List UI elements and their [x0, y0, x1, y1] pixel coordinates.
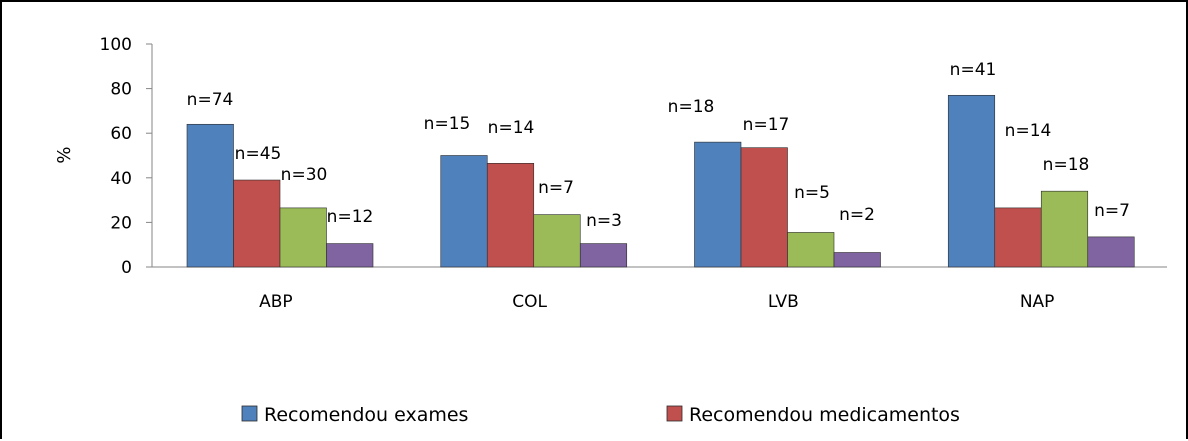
- data-label-col-series-3: n=7: [538, 178, 574, 198]
- legend-label-series-1: Recomendou exames: [264, 404, 468, 426]
- data-label-lvb-series-4: n=2: [839, 205, 875, 225]
- y-tick-label: 100: [100, 35, 132, 55]
- y-tick-label: 0: [121, 258, 132, 278]
- data-label-nap-series-4: n=7: [1094, 201, 1130, 221]
- data-label-abp-series-1: n=74: [187, 90, 234, 110]
- data-label-lvb-series-3: n=5: [794, 183, 830, 203]
- bar-abp-series-1: [186, 123, 234, 268]
- x-tick-label: COL: [512, 292, 547, 312]
- y-tick-label: 20: [110, 213, 132, 233]
- data-label-col-series-4: n=3: [586, 211, 622, 231]
- data-label-abp-series-3: n=30: [281, 165, 328, 185]
- bar-col-series-1: [440, 155, 488, 268]
- bar-lvb-series-1: [694, 141, 742, 268]
- bar-lvb-series-4: [833, 252, 881, 268]
- bar-col-series-3: [533, 214, 581, 268]
- y-tick-label: 40: [110, 169, 132, 189]
- bar-abp-series-3: [279, 207, 327, 268]
- bar-nap-series-3: [1040, 190, 1089, 268]
- bar-abp-series-2: [233, 179, 281, 268]
- y-tick-label: 80: [110, 80, 132, 100]
- bar-lvb-series-3: [787, 232, 835, 268]
- data-label-nap-series-2: n=14: [1005, 121, 1052, 141]
- bar-col-series-2: [486, 163, 535, 268]
- legend-swatch-series-1: [241, 405, 258, 422]
- legend-swatch-series-2: [666, 405, 683, 422]
- x-tick-label: ABP: [259, 292, 293, 312]
- bar-lvb-series-2: [740, 147, 788, 268]
- data-label-abp-series-4: n=12: [327, 207, 374, 227]
- x-tick-label: LVB: [768, 292, 799, 312]
- data-label-nap-series-3: n=18: [1043, 155, 1090, 175]
- data-label-abp-series-2: n=45: [235, 144, 282, 164]
- data-label-col-series-2: n=14: [488, 118, 535, 138]
- y-axis-title: %: [54, 146, 75, 163]
- bar-nap-series-1: [947, 94, 996, 268]
- y-tick-label: 60: [110, 124, 132, 144]
- data-label-nap-series-1: n=41: [950, 60, 997, 80]
- data-label-col-series-1: n=15: [424, 114, 471, 134]
- bar-abp-series-4: [326, 243, 374, 268]
- x-tick-label: NAP: [1020, 292, 1055, 312]
- data-label-lvb-series-1: n=18: [668, 97, 715, 117]
- bar-nap-series-4: [1087, 236, 1135, 268]
- bar-col-series-4: [579, 243, 628, 268]
- legend-label-series-2: Recomendou medicamentos: [689, 404, 960, 426]
- bar-nap-series-2: [994, 207, 1042, 268]
- data-label-lvb-series-2: n=17: [743, 115, 790, 135]
